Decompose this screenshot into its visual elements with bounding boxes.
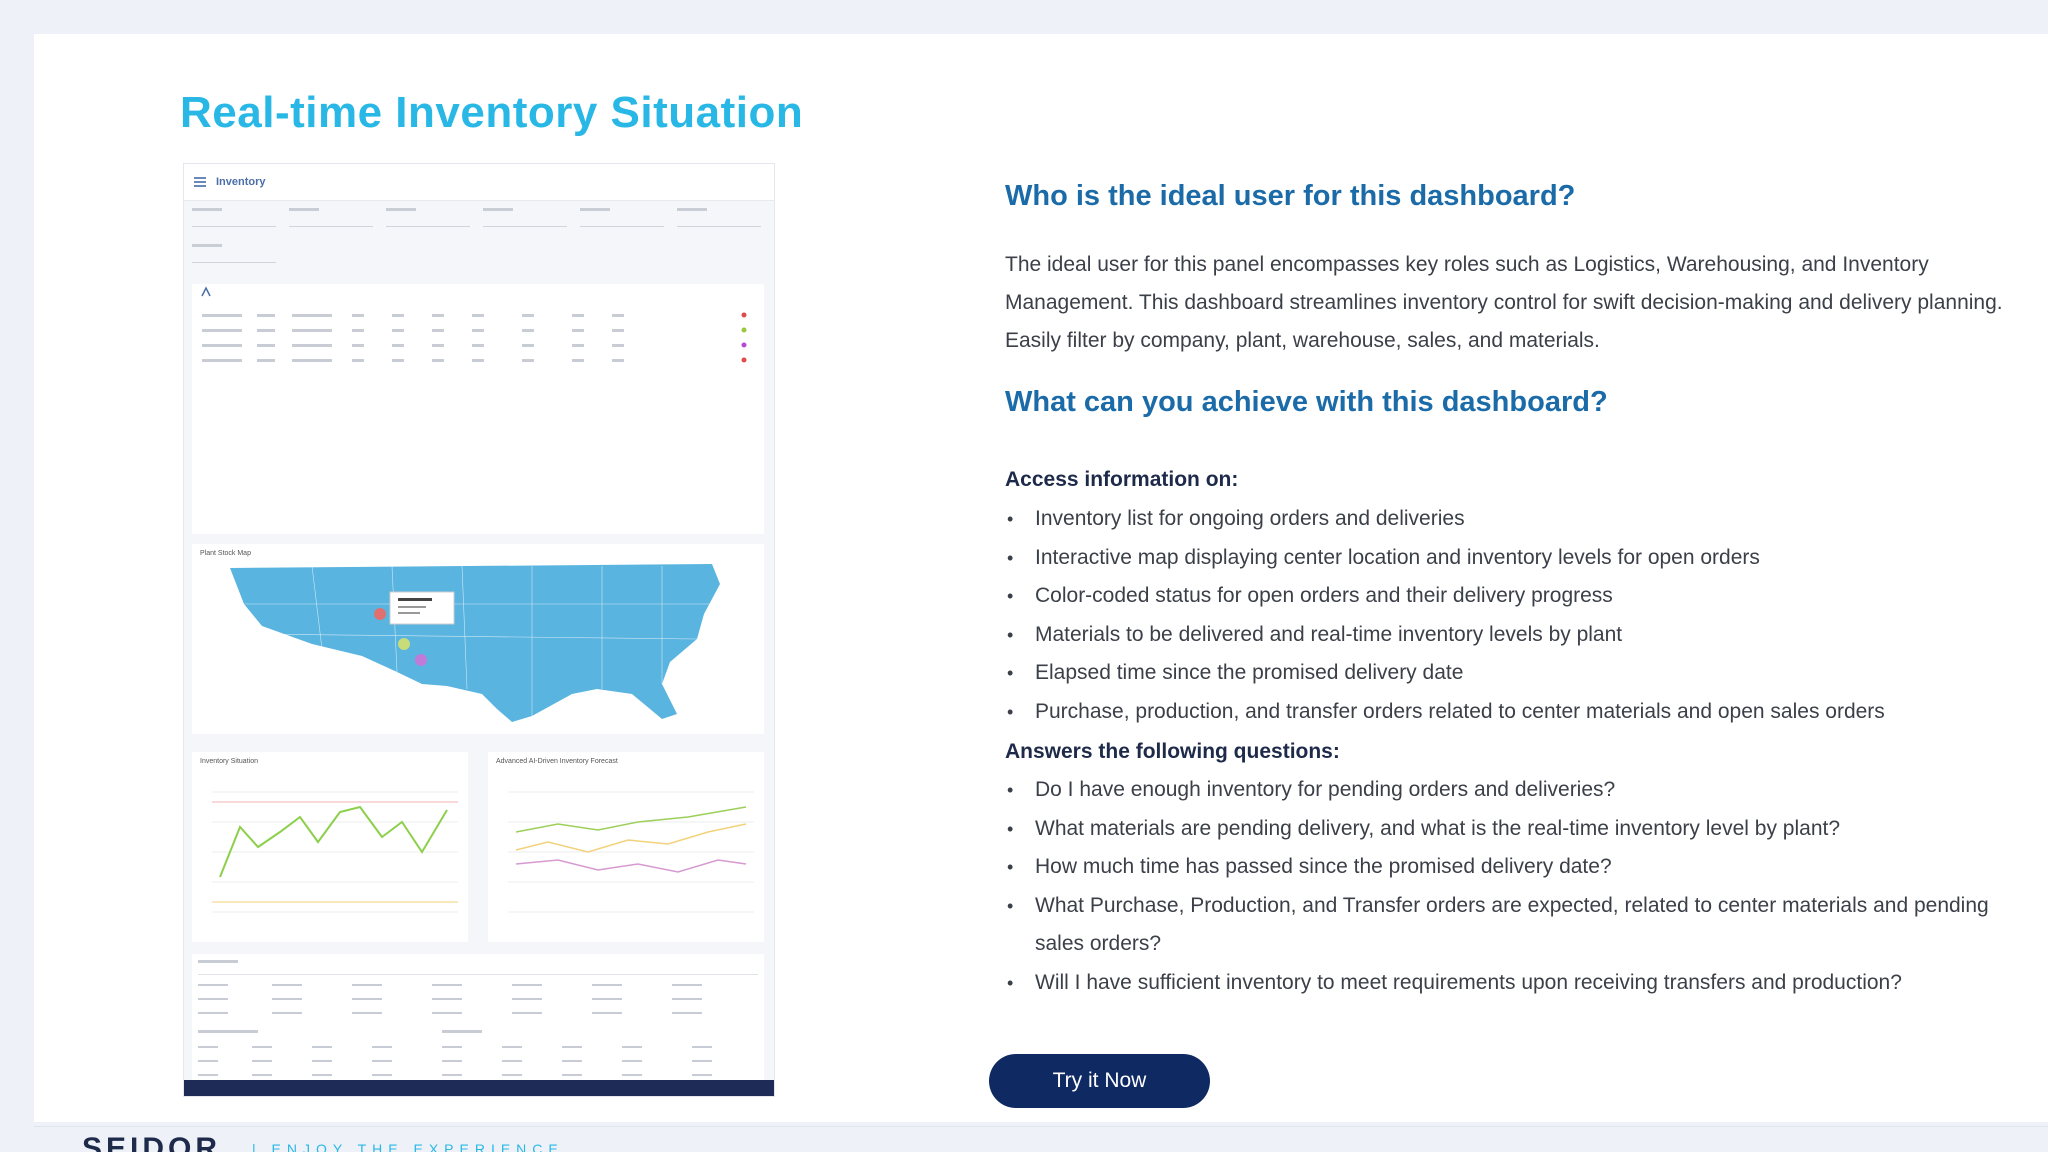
preview-filters (192, 208, 764, 272)
footer-divider (34, 1126, 2048, 1127)
list-item: Color-coded status for open orders and t… (1005, 577, 2035, 616)
ideal-user-heading: Who is the ideal user for this dashboard… (1005, 180, 1576, 212)
preview-chart-forecast: Advanced AI-Driven Inventory Forecast (488, 752, 764, 942)
preview-map-caption: Plant Stock Map (200, 550, 251, 557)
preview-map: Plant Stock Map (192, 544, 764, 734)
brand-tagline: | ENJOY THE EXPERIENCE (252, 1142, 564, 1152)
list-item: Do I have enough inventory for pending o… (1005, 771, 2035, 810)
answers-heading: Answers the following questions: (1005, 740, 1340, 763)
preview-inventory-table (192, 284, 764, 534)
ideal-user-text: The ideal user for this panel encompasse… (1005, 253, 2003, 352)
list-item: What materials are pending delivery, and… (1005, 810, 2035, 849)
preview-chart2-caption: Advanced AI-Driven Inventory Forecast (496, 758, 618, 765)
tables-graphic (198, 960, 758, 1076)
list-item: Purchase, production, and transfer order… (1005, 693, 2035, 732)
preview-filter (386, 208, 470, 230)
achieve-heading: What can you achieve with this dashboard… (1005, 386, 1608, 418)
line-chart-graphic (212, 791, 458, 913)
access-list: Inventory list for ongoing orders and de… (1005, 500, 2035, 731)
preview-filter (192, 208, 276, 230)
page-title: Real-time Inventory Situation (180, 88, 804, 137)
answers-list: Do I have enough inventory for pending o… (1005, 771, 2035, 1002)
us-map-graphic (230, 564, 720, 722)
preview-footer-bar (184, 1080, 774, 1096)
list-item: How much time has passed since the promi… (1005, 848, 2035, 887)
list-item: Elapsed time since the promised delivery… (1005, 654, 2035, 693)
list-item: Will I have sufficient inventory to meet… (1005, 964, 2035, 1003)
preview-filter (580, 208, 664, 230)
preview-orders-tables (192, 954, 764, 1094)
access-heading: Access information on: (1005, 468, 1239, 491)
hamburger-menu-icon (194, 177, 206, 187)
preview-filter (483, 208, 567, 230)
preview-table-graphic (201, 286, 747, 363)
preview-header: Inventory (184, 164, 774, 201)
preview-chart-inventory: Inventory Situation (192, 752, 468, 942)
preview-filter (677, 208, 761, 230)
preview-filter (289, 208, 373, 230)
preview-filter (192, 244, 276, 266)
list-item: Materials to be delivered and real-time … (1005, 616, 2035, 655)
dashboard-preview: Inventory Plant Stock Map (183, 163, 775, 1097)
brand-logo[interactable]: SEIDOR (82, 1134, 222, 1152)
forecast-chart-graphic (508, 791, 754, 913)
preview-header-title: Inventory (216, 176, 266, 188)
try-it-now-button[interactable]: Try it Now (989, 1054, 1210, 1108)
preview-charts: Inventory Situation Advanced AI-Driven I… (192, 752, 764, 942)
list-item: What Purchase, Production, and Transfer … (1005, 887, 2035, 964)
list-item: Interactive map displaying center locati… (1005, 539, 2035, 578)
preview-chart1-caption: Inventory Situation (200, 758, 258, 765)
list-item: Inventory list for ongoing orders and de… (1005, 500, 2035, 539)
